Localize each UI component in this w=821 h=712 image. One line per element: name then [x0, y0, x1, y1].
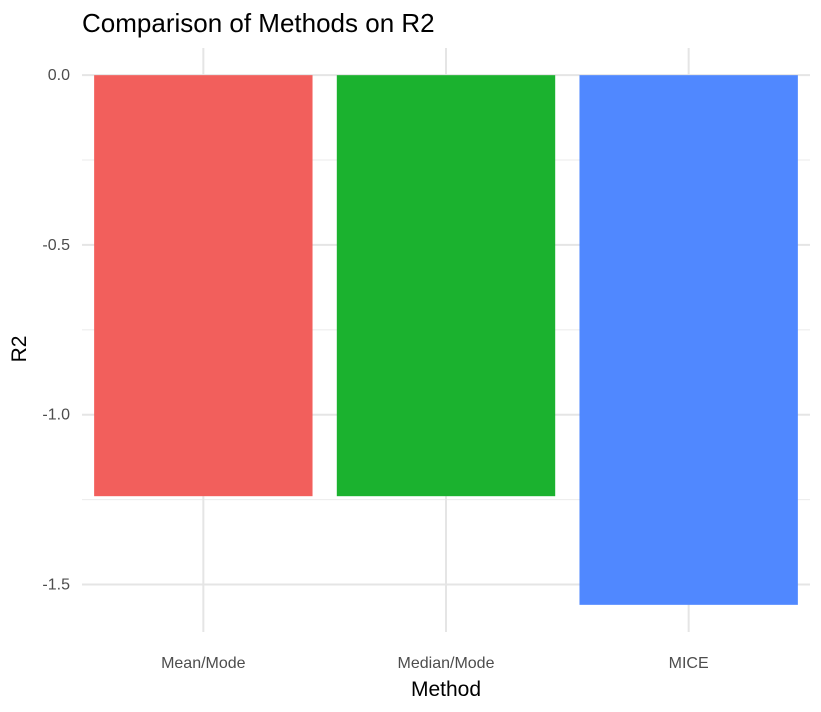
x-axis-title: Method: [411, 678, 481, 701]
bar-mean-mode: [94, 75, 313, 497]
y-tick-label: 0.0: [48, 67, 70, 84]
x-tick-label: Mean/Mode: [161, 655, 246, 672]
y-tick-label: -0.5: [42, 237, 70, 254]
x-tick-label: MICE: [669, 655, 709, 672]
bar-median-mode: [336, 75, 556, 497]
x-tick-label: Median/Mode: [398, 655, 495, 672]
y-axis-title: R2: [8, 336, 31, 363]
tick-layer: 0.0 -0.5 -1.0 -1.5 Mean/Mode Median/Mode MICE: [42, 67, 708, 672]
y-tick-label: -1.5: [42, 576, 70, 593]
y-tick-label: -1.0: [42, 407, 70, 424]
chart-title: Comparison of Methods on R2: [82, 8, 435, 38]
bar-mice: [579, 75, 798, 605]
bar-layer: [94, 75, 798, 605]
